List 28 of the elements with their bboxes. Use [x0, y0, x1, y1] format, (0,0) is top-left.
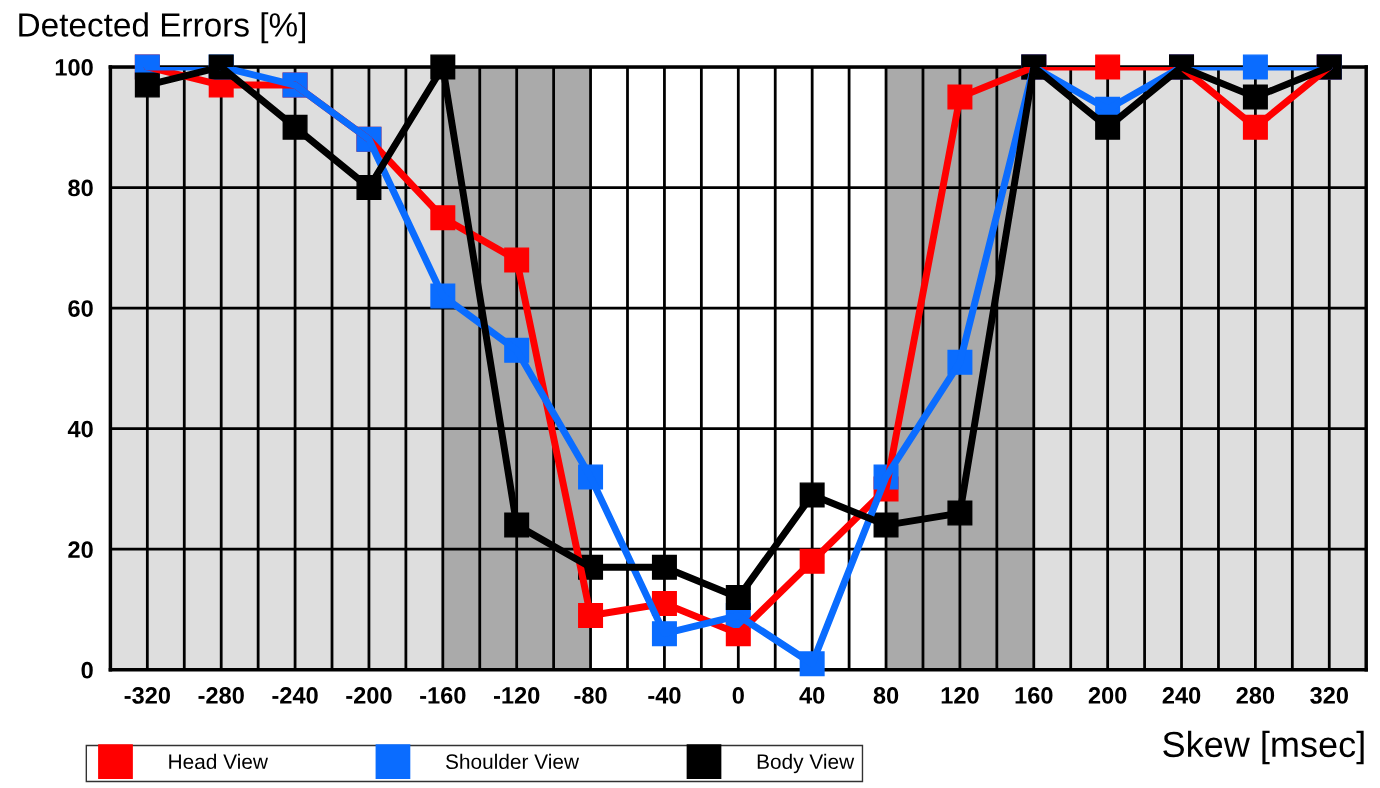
legend-label: Body View: [757, 753, 855, 774]
legend-label: Head View: [169, 753, 268, 770]
y-tick-label: 40: [67, 420, 93, 438]
y-tick-label: 100: [55, 59, 93, 76]
x-tick-label: -80: [574, 687, 607, 704]
x-tick-label: 40: [799, 687, 825, 704]
x-axis-title: Skew [msec]: [1163, 730, 1364, 765]
x-tick-label: -280: [198, 687, 244, 704]
y-axis-title: Detected Errors [%]: [19, 12, 306, 44]
x-tick-label: -320: [124, 687, 170, 704]
x-tick-label: 320: [1310, 687, 1348, 704]
x-tick-label: 120: [941, 687, 979, 704]
legend-label: Shoulder View: [445, 753, 580, 770]
x-tick-label: 80: [873, 687, 899, 704]
x-tick-label: -240: [272, 687, 318, 704]
x-tick-label: -160: [420, 687, 466, 704]
y-tick-label: 60: [68, 300, 93, 317]
x-tick-label: 0: [732, 687, 744, 704]
x-tick-label: -120: [493, 687, 540, 704]
x-tick-label: 280: [1236, 687, 1275, 704]
x-tick-label: 200: [1088, 687, 1127, 704]
x-tick-label: -40: [648, 687, 681, 704]
y-tick-label: 80: [68, 179, 93, 197]
y-tick-label: 0: [81, 661, 93, 679]
y-tick-label: 20: [68, 541, 93, 559]
x-tick-label: -200: [346, 687, 392, 704]
x-tick-label: 160: [1015, 687, 1053, 704]
x-tick-label: 240: [1162, 687, 1201, 704]
